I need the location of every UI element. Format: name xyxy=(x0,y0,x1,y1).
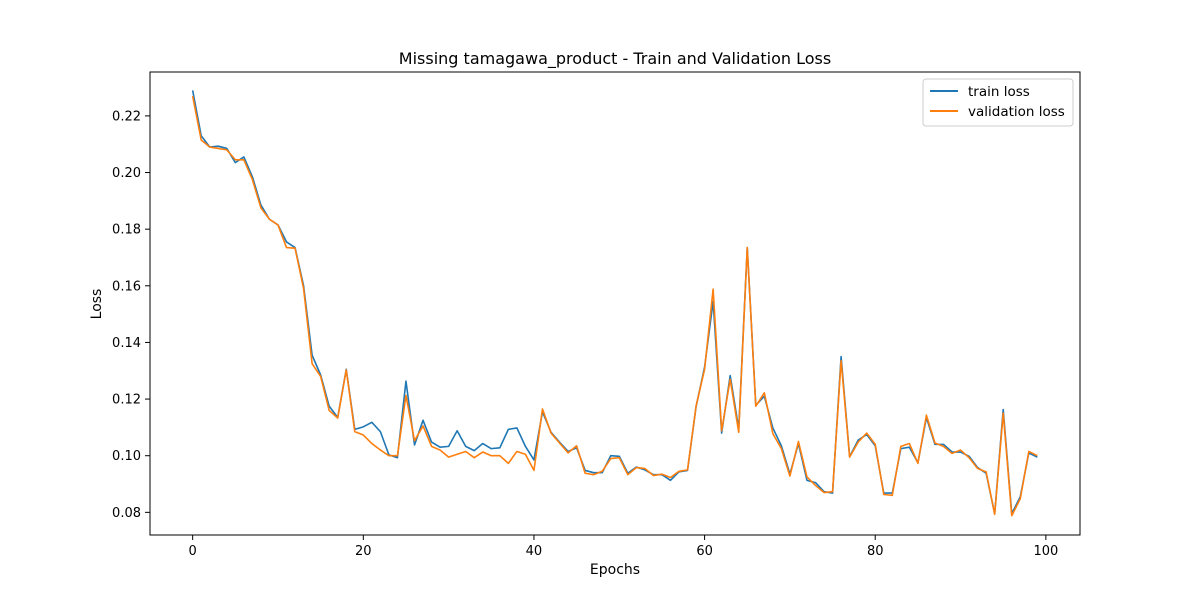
x-axis-label: Epochs xyxy=(590,562,640,578)
chart-title: Missing tamagawa_product - Train and Val… xyxy=(399,49,831,69)
y-tick-label: 0.14 xyxy=(112,336,141,351)
y-tick-label: 0.22 xyxy=(112,109,141,124)
legend: train loss validation loss xyxy=(922,78,1074,127)
y-tick-label: 0.16 xyxy=(112,279,141,294)
legend-box xyxy=(922,78,1074,127)
y-tick-label: 0.18 xyxy=(112,223,141,238)
x-tick-label: 0 xyxy=(189,544,197,559)
x-tick-label: 60 xyxy=(696,544,713,559)
y-tick-label: 0.20 xyxy=(112,166,141,181)
x-tick-label: 20 xyxy=(355,544,372,559)
y-tick-label: 0.12 xyxy=(112,393,141,408)
y-tick-label: 0.10 xyxy=(112,449,141,464)
x-tick-label: 80 xyxy=(867,544,884,559)
series-lines xyxy=(191,90,1038,517)
x-tick-label: 40 xyxy=(526,544,543,559)
legend-label: validation loss xyxy=(968,104,1065,120)
plot-frame xyxy=(149,71,1081,536)
x-axis-ticks: 0 20 40 60 80 100 xyxy=(189,535,1058,559)
y-tick-label: 0.08 xyxy=(112,506,141,521)
y-axis-label: Loss xyxy=(89,289,105,320)
legend-label: train loss xyxy=(968,84,1030,100)
x-tick-label: 100 xyxy=(1033,544,1058,559)
series-line-validation-loss xyxy=(191,95,1038,517)
y-axis-ticks: 0.08 0.10 0.12 0.14 0.16 0.18 0.20 0.22 xyxy=(112,109,150,521)
